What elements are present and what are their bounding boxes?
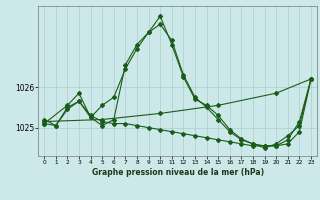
X-axis label: Graphe pression niveau de la mer (hPa): Graphe pression niveau de la mer (hPa) [92, 168, 264, 177]
